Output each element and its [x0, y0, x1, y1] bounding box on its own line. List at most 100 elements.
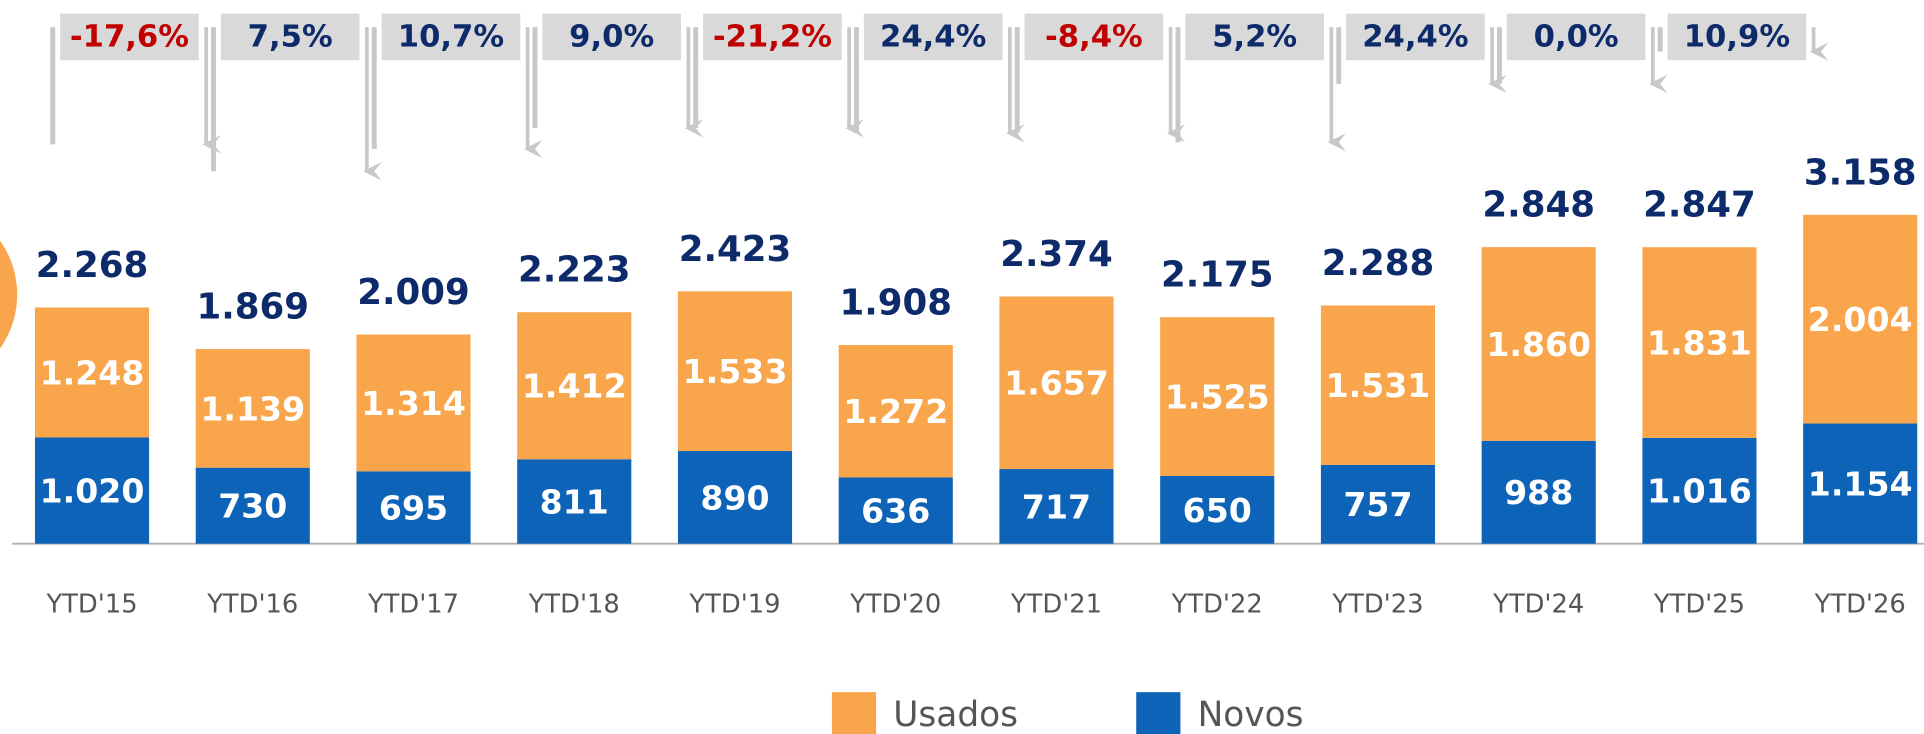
change-label: 24,4%	[880, 20, 986, 55]
legend-label: Novos	[1198, 695, 1304, 734]
bar-segment	[517, 312, 632, 460]
bar-segment	[999, 296, 1114, 470]
bar-segment	[1803, 423, 1918, 544]
value-label: 1.412	[522, 367, 627, 406]
bar-segment	[1481, 247, 1596, 441]
value-label: 1.531	[1326, 366, 1431, 405]
x-tick-label: YTD'21	[1010, 590, 1102, 620]
bar-segment	[356, 334, 471, 472]
change-label: 5,2%	[1212, 20, 1297, 55]
value-label: 1.139	[200, 389, 305, 428]
x-tick-label: YTD'19	[688, 590, 780, 620]
x-tick-label: YTD'24	[1492, 590, 1584, 620]
bar-segment	[1803, 214, 1918, 424]
value-label: 1.831	[1647, 324, 1752, 363]
change-box	[863, 13, 1003, 61]
total-label: 2.223	[518, 250, 631, 291]
bar-segment	[356, 471, 471, 544]
bar-segment	[1320, 305, 1436, 465]
value-label: 650	[1183, 491, 1252, 530]
bar-segment	[677, 451, 793, 544]
value-label: 890	[700, 478, 769, 517]
change-label: -17,6%	[70, 20, 189, 55]
bar-segment	[1320, 464, 1436, 544]
change-box	[60, 13, 199, 61]
change-box	[1667, 13, 1807, 61]
change-box	[220, 13, 360, 61]
total-label: 2.009	[357, 272, 470, 313]
change-box	[1506, 13, 1646, 61]
total-label: 2.423	[679, 229, 792, 270]
value-label: 717	[1022, 487, 1091, 526]
bar-segment	[1160, 476, 1275, 544]
bar-segment	[517, 459, 632, 544]
value-label: 1.154	[1808, 465, 1913, 504]
value-label: 695	[379, 488, 448, 527]
value-label: 1.314	[361, 384, 466, 423]
value-label: 1.657	[1004, 364, 1109, 403]
bar-segment	[1160, 317, 1275, 477]
total-label: 2.848	[1482, 185, 1595, 226]
value-label: 730	[218, 487, 287, 526]
bar-segment	[1481, 440, 1596, 544]
decoration	[0, 240, 18, 349]
total-label: 2.288	[1322, 243, 1435, 284]
legend-swatch	[1136, 692, 1181, 734]
value-label: 2.004	[1808, 300, 1913, 339]
change-box	[381, 13, 521, 61]
total-label: 3.158	[1804, 152, 1917, 193]
bar-segment	[838, 477, 953, 544]
change-label: 24,4%	[1362, 20, 1468, 55]
value-label: 1.248	[40, 353, 145, 392]
legend-label: Usados	[893, 695, 1018, 734]
x-tick-label: YTD'16	[206, 590, 298, 620]
value-label: 811	[540, 482, 609, 521]
change-label: 10,9%	[1684, 20, 1790, 55]
total-label: 2.847	[1643, 185, 1756, 226]
bar-segment	[34, 437, 150, 544]
change-label: -21,2%	[713, 20, 832, 55]
x-tick-label: YTD'20	[849, 590, 941, 620]
legend-swatch	[831, 692, 877, 734]
x-tick-label: YTD'18	[528, 590, 620, 620]
change-box	[703, 13, 842, 61]
change-box	[1024, 13, 1164, 61]
total-label: 2.175	[1161, 255, 1274, 296]
total-label: 1.908	[839, 283, 952, 324]
x-tick-label: YTD'26	[1814, 590, 1906, 620]
change-box	[542, 13, 682, 61]
total-label: 2.374	[1000, 234, 1113, 275]
value-label: 757	[1343, 485, 1412, 524]
value-label: 1.272	[843, 392, 948, 431]
bar-segment	[1642, 437, 1757, 544]
x-tick-label: YTD'23	[1331, 590, 1423, 620]
change-label: -8,4%	[1045, 20, 1143, 55]
x-tick-label: YTD'15	[45, 590, 137, 620]
bar-segment	[677, 291, 793, 452]
change-box	[1185, 13, 1324, 61]
x-tick-label: YTD'17	[367, 590, 459, 620]
bar-segment	[34, 307, 150, 438]
value-label: 636	[861, 492, 930, 531]
bar-segment	[195, 349, 310, 468]
total-label: 2.268	[36, 245, 149, 286]
value-label: 1.533	[683, 352, 788, 391]
x-tick-label: YTD'25	[1653, 590, 1745, 620]
bar-segment	[1642, 247, 1757, 438]
bar-segment	[838, 345, 953, 478]
value-label: 1.860	[1486, 325, 1591, 364]
value-label: 1.020	[40, 472, 145, 511]
bar-segment	[999, 469, 1114, 544]
x-tick-label: YTD'22	[1171, 590, 1263, 620]
change-label: 7,5%	[248, 20, 333, 55]
value-label: 988	[1504, 473, 1573, 512]
change-label: 0,0%	[1534, 20, 1619, 55]
total-label: 1.869	[196, 287, 309, 328]
value-label: 1.525	[1165, 378, 1270, 417]
change-label: 10,7%	[398, 20, 504, 55]
change-box	[1346, 13, 1485, 61]
value-label: 1.016	[1647, 472, 1752, 511]
bar-segment	[195, 467, 310, 544]
change-label: 9,0%	[569, 20, 654, 55]
